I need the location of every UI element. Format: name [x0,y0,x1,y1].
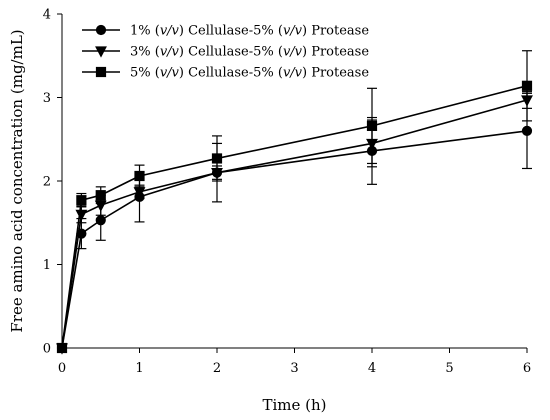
series-line [61,130,528,349]
legend-marker [95,24,107,36]
series-layer [56,50,533,355]
x-tick-label: 0 [58,361,66,376]
data-point [521,80,533,91]
data-point [521,125,533,136]
x-tick-label: 1 [135,361,143,376]
series-line [61,85,528,349]
data-point [95,215,106,226]
y-tick-label: 2 [43,175,51,190]
data-point [56,342,68,354]
y-tick-label: 0 [43,342,51,357]
data-point [76,195,87,206]
x-axis-title: Time (h) [262,396,326,414]
series-line [61,99,528,349]
y-tick-label: 4 [43,8,51,23]
legend-entry-label: 5% (v/v) Cellulase-5% (v/v) Protease [130,66,369,81]
legend-marker [95,66,107,78]
legend: 1% (v/v) Cellulase-5% (v/v) Protease 3% (… [82,24,369,81]
data-point [133,187,146,199]
x-tick-label: 5 [445,361,453,376]
legend-entry-label: 3% (v/v) Cellulase-5% (v/v) Protease [130,45,369,60]
series-3 [56,50,533,354]
data-point [95,190,106,201]
series-1 [56,92,533,354]
y-axis-title: Free amino acid concentration (mg/mL) [8,29,26,332]
axes: 0 1 2 3 4 5 6 0 1 2 3 4 [43,8,531,377]
x-tick-label: 6 [523,361,531,376]
legend-entry-label: 1% (v/v) Cellulase-5% (v/v) Protease [130,24,369,39]
x-tick-label: 2 [213,361,221,376]
y-tick-label: 3 [43,91,51,106]
data-point [211,153,223,164]
y-tick-label: 1 [43,258,51,273]
x-tick-label: 4 [368,361,376,376]
data-point [366,120,378,131]
x-tick-label: 3 [290,361,298,376]
series-2 [56,91,533,355]
data-point [134,170,145,182]
legend-marker [95,46,107,58]
